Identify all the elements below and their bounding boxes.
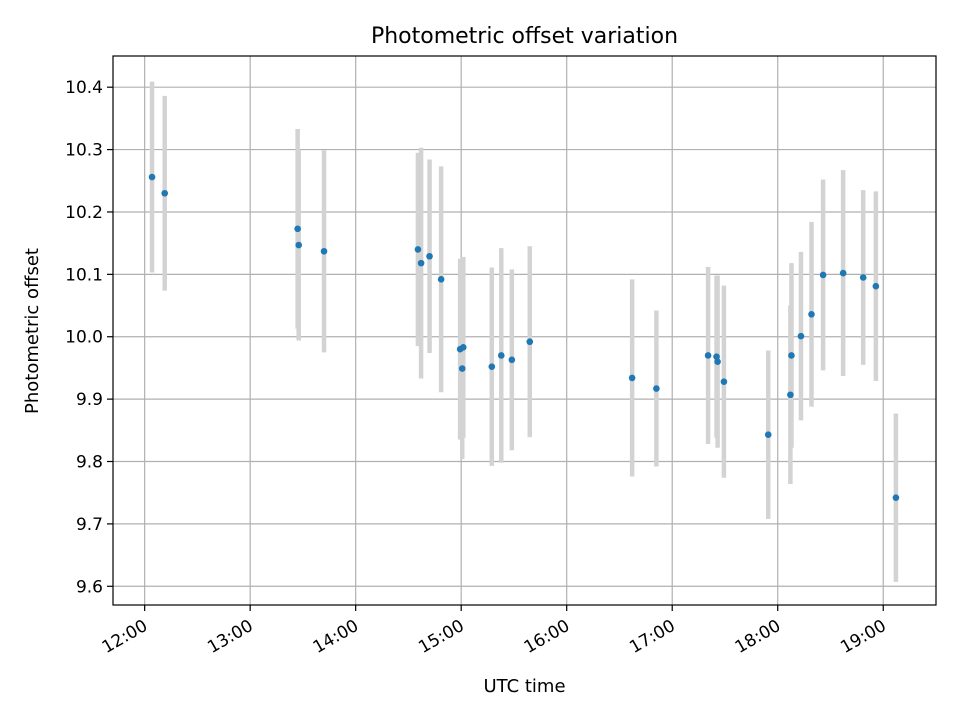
y-axis-ticks: 9.6 9.7 9.8 9.9 10.0 10.1 10.2 10.3 10.4 (65, 78, 113, 597)
data-point (426, 252, 433, 260)
y-tick-label: 10.0 (65, 328, 103, 348)
data-point (704, 352, 712, 359)
data-point (720, 378, 728, 385)
data-point (497, 352, 505, 359)
y-tick-label: 10.2 (65, 203, 103, 223)
data-point (653, 385, 660, 392)
data-point (437, 276, 445, 283)
data-point (628, 374, 636, 382)
data-point (819, 271, 827, 279)
y-tick-label: 9.6 (76, 577, 103, 597)
data-point (892, 494, 900, 501)
data-point (488, 363, 496, 370)
data-point (526, 338, 534, 346)
y-tick-label: 10.3 (65, 141, 103, 161)
data-point (294, 225, 301, 233)
y-tick-label: 9.7 (76, 515, 103, 535)
data-point (161, 189, 169, 197)
x-axis-label: UTC time (483, 676, 565, 697)
data-point (872, 282, 880, 290)
y-tick-label: 10.1 (65, 265, 103, 285)
data-point (808, 310, 815, 318)
data-point (460, 344, 467, 351)
data-point (713, 353, 720, 361)
chart-title: Photometric offset variation (371, 24, 678, 49)
y-tick-label: 10.4 (65, 78, 103, 98)
data-point (295, 241, 303, 249)
data-point (859, 274, 867, 281)
data-point (714, 358, 721, 365)
y-axis-label: Photometric offset (22, 248, 43, 414)
y-tick-label: 9.8 (76, 453, 103, 473)
data-point (414, 246, 422, 253)
data-point (458, 365, 466, 372)
data-point (148, 173, 156, 181)
data-point (788, 352, 795, 359)
plot-frame (112, 55, 937, 606)
data-point (839, 269, 847, 277)
data-points (148, 173, 900, 501)
y-tick-label: 9.9 (76, 390, 103, 410)
data-point (320, 247, 328, 255)
data-point (417, 259, 425, 267)
data-point (787, 391, 794, 399)
data-point (508, 356, 516, 364)
data-point (797, 332, 805, 340)
data-point (764, 431, 772, 438)
